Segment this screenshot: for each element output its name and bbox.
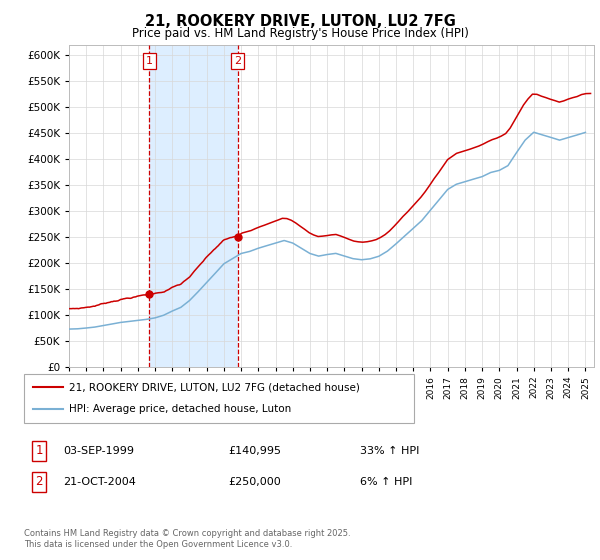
Text: 33% ↑ HPI: 33% ↑ HPI [360, 446, 419, 456]
Text: 21-OCT-2004: 21-OCT-2004 [63, 477, 136, 487]
Text: 2: 2 [35, 475, 43, 488]
Text: 2: 2 [234, 56, 241, 66]
Text: 21, ROOKERY DRIVE, LUTON, LU2 7FG: 21, ROOKERY DRIVE, LUTON, LU2 7FG [145, 14, 455, 29]
Text: 03-SEP-1999: 03-SEP-1999 [63, 446, 134, 456]
Text: 1: 1 [146, 56, 153, 66]
Text: £140,995: £140,995 [228, 446, 281, 456]
Text: Price paid vs. HM Land Registry's House Price Index (HPI): Price paid vs. HM Land Registry's House … [131, 27, 469, 40]
Text: 6% ↑ HPI: 6% ↑ HPI [360, 477, 412, 487]
Text: 21, ROOKERY DRIVE, LUTON, LU2 7FG (detached house): 21, ROOKERY DRIVE, LUTON, LU2 7FG (detac… [69, 382, 360, 393]
Text: Contains HM Land Registry data © Crown copyright and database right 2025.
This d: Contains HM Land Registry data © Crown c… [24, 529, 350, 549]
Text: £250,000: £250,000 [228, 477, 281, 487]
Bar [149, 45, 238, 367]
Text: HPI: Average price, detached house, Luton: HPI: Average price, detached house, Luto… [69, 404, 291, 414]
Text: 1: 1 [35, 444, 43, 458]
